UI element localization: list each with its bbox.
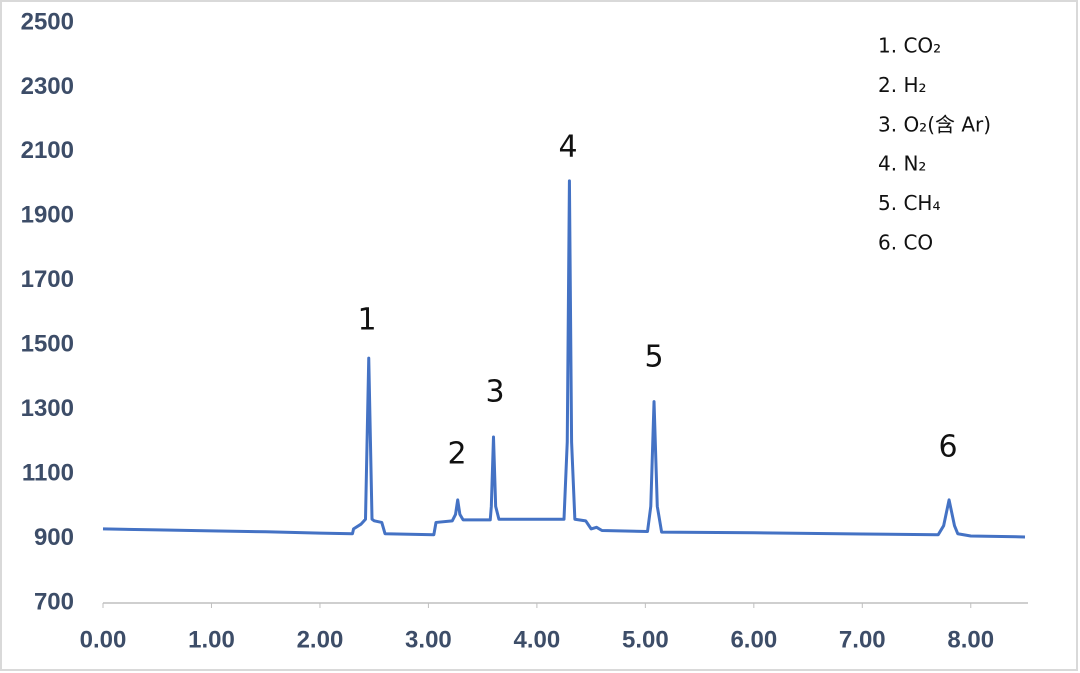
x-tick-label: 6.00 bbox=[730, 626, 777, 653]
x-tick-label: 5.00 bbox=[622, 626, 669, 653]
y-tick-label: 1300 bbox=[21, 395, 74, 422]
legend-item: 1. CO₂ bbox=[878, 34, 941, 58]
y-tick-label: 1500 bbox=[21, 331, 74, 358]
x-tick-label: 2.00 bbox=[297, 626, 344, 653]
x-tick-label: 7.00 bbox=[839, 626, 886, 653]
y-tick-label: 1700 bbox=[21, 266, 74, 293]
peak-label: 4 bbox=[558, 130, 577, 165]
y-tick-label: 1900 bbox=[21, 202, 74, 229]
data-line bbox=[102, 179, 1026, 539]
legend-item: 2. H₂ bbox=[878, 73, 927, 97]
legend-item: 5. CH₄ bbox=[878, 191, 940, 215]
legend-item: 3. O₂(含 Ar) bbox=[878, 112, 991, 136]
x-tick-label: 0.00 bbox=[80, 626, 127, 653]
y-tick-label: 2500 bbox=[21, 8, 74, 35]
x-tick-label: 3.00 bbox=[405, 626, 452, 653]
peak-label: 1 bbox=[357, 303, 376, 338]
legend-item: 6. CO bbox=[878, 231, 933, 255]
y-tick-label: 2300 bbox=[21, 73, 74, 100]
y-tick-label: 700 bbox=[34, 588, 74, 615]
x-tick-label: 4.00 bbox=[514, 626, 561, 653]
y-tick-label: 2100 bbox=[21, 137, 74, 164]
y-tick-label: 900 bbox=[34, 524, 74, 551]
peak-label: 5 bbox=[644, 340, 663, 375]
x-tick-label: 1.00 bbox=[188, 626, 235, 653]
x-tick-label: 8.00 bbox=[947, 626, 994, 653]
peak-label: 3 bbox=[485, 375, 504, 410]
legend-item: 4. N₂ bbox=[878, 152, 926, 176]
peak-label: 2 bbox=[447, 437, 466, 472]
peak-label: 6 bbox=[938, 430, 957, 465]
y-tick-label: 1100 bbox=[22, 459, 74, 486]
